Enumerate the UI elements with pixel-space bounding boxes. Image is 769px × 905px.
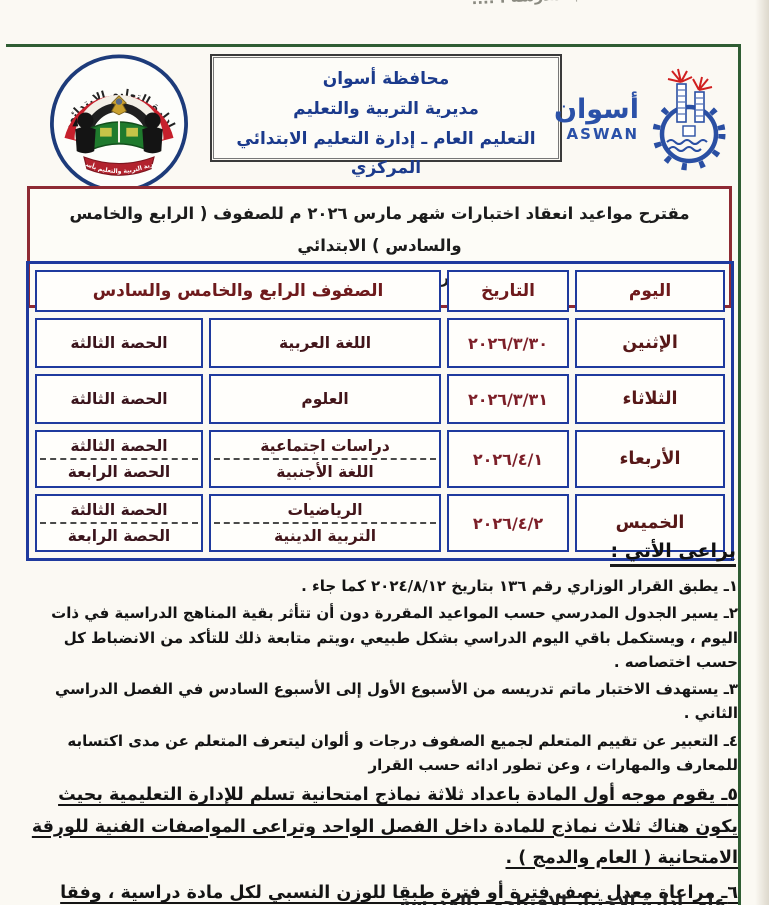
subject-first: الرياضيات: [214, 501, 437, 524]
aswan-emblem-icon: [652, 68, 726, 171]
governorate-name: محافظة أسوان: [322, 69, 450, 89]
note-item-6: ٦ـ مراعاة معدل نصف فترة أو فترة طبقا للو…: [60, 882, 738, 903]
session-second: الحصة الرابعة: [67, 527, 171, 545]
date-cell: ٢٠٢٦/٤/٢: [447, 494, 570, 552]
aswan-logo-text: أسوان ASWAN: [553, 94, 639, 143]
department-name: التعليم العام ـ إدارة التعليم الابتدائي …: [236, 128, 536, 179]
date-cell: ٢٠٢٦/٤/١: [447, 430, 570, 488]
top-clipped-text: ـعلى بالمدرسة : ....: [259, 0, 619, 19]
note-item-1: ١ـ يطبق القرار الوزاري رقم ١٣٦ بتاريخ ٢٠…: [301, 577, 738, 595]
session-cell: الحصة الثالثة الحصة الرابعة: [35, 430, 204, 488]
column-header-grades: الصفوف الرابع والخامس والسادس: [35, 270, 442, 312]
subject-first: دراسات اجتماعية: [214, 437, 437, 460]
session-second: الحصة الرابعة: [67, 463, 171, 481]
day-cell: الإثنين: [575, 318, 726, 368]
column-header-date: التاريخ: [447, 270, 570, 312]
note-item-3: ٣ـ يستهدف الاختبار ماتم تدريسه من الأسبو…: [54, 680, 738, 723]
subject-cell: اللغة العربية: [209, 318, 442, 368]
subject-second: اللغة الأجنبية: [276, 463, 374, 481]
subject-cell: دراسات اجتماعية اللغة الأجنبية: [209, 430, 442, 488]
notes-heading: يراعى الأتي :: [610, 540, 736, 567]
session-cell: الحصة الثالثة: [35, 318, 204, 368]
table-row: الأربعاء ٢٠٢٦/٤/١ دراسات اجتماعية اللغة …: [35, 430, 726, 488]
exam-schedule-table: اليوم التاريخ الصفوف الرابع والخامس والس…: [26, 261, 735, 561]
session-first: الحصة الثالثة: [40, 501, 199, 524]
session-first: الحصة الثالثة: [40, 437, 199, 460]
session-cell: الحصة الثالثة: [35, 374, 204, 424]
date-cell: ٢٠٢٦/٣/٣١: [447, 374, 570, 424]
subject-cell: العلوم: [209, 374, 442, 424]
table-header-row: اليوم التاريخ الصفوف الرابع والخامس والس…: [35, 270, 726, 312]
notes-section: يراعى الأتي : ١ـ يطبق القرار الوزاري رقم…: [26, 540, 738, 905]
table-row: الثلاثاء ٢٠٢٦/٣/٣١ العلوم الحصة الثالثة: [35, 374, 726, 424]
table-row: الإثنين ٢٠٢٦/٣/٣٠ اللغة العربية الحصة ال…: [35, 318, 726, 368]
table-row: الخميس ٢٠٢٦/٤/٢ الرياضيات التربية الديني…: [35, 494, 726, 552]
subject-second: التربية الدينية: [274, 527, 377, 545]
aswan-latin-wordmark: ASWAN: [566, 125, 639, 143]
bottom-clipped-text: على ادارة الاختبار الافتتاحي بالمدرسة: [399, 893, 726, 905]
subject-cell: الرياضيات التربية الدينية: [209, 494, 442, 552]
scan-edge-shadow: [755, 0, 769, 905]
directorate-name: مديرية التربية والتعليم: [293, 98, 479, 119]
note-item-4: ٤ـ التعبير عن تقييم المتعلم لجميع الصفوف…: [67, 731, 738, 775]
note-item-2: ٢ـ يسير الجدول المدرسي حسب المواعيد المق…: [51, 604, 738, 671]
page-frame: [6, 44, 741, 905]
date-cell: ٢٠٢٦/٣/٣٠: [447, 318, 570, 368]
note-item-5: ٥ـ يقوم موجه أول المادة باعداد ثلاثة نما…: [31, 785, 738, 868]
session-cell: الحصة الثالثة الحصة الرابعة: [35, 494, 204, 552]
day-cell: الأربعاء: [575, 430, 726, 488]
primary-education-admin-emblem-icon: إدارة التعليم الابتدائي مديرية التربية و…: [43, 47, 194, 193]
letterhead-box: محافظة أسوان مديرية التربية والتعليم الت…: [210, 54, 562, 178]
day-cell: الثلاثاء: [575, 374, 726, 424]
day-cell: الخميس: [575, 494, 726, 552]
aswan-arabic-wordmark: أسوان: [553, 94, 639, 125]
memo-title-line-1: مقترح مواعيد انعقاد اختبارات شهر مارس ٢٠…: [69, 204, 690, 256]
column-header-day: اليوم: [575, 270, 726, 312]
aswan-governorate-logo: أسوان ASWAN: [553, 56, 735, 190]
